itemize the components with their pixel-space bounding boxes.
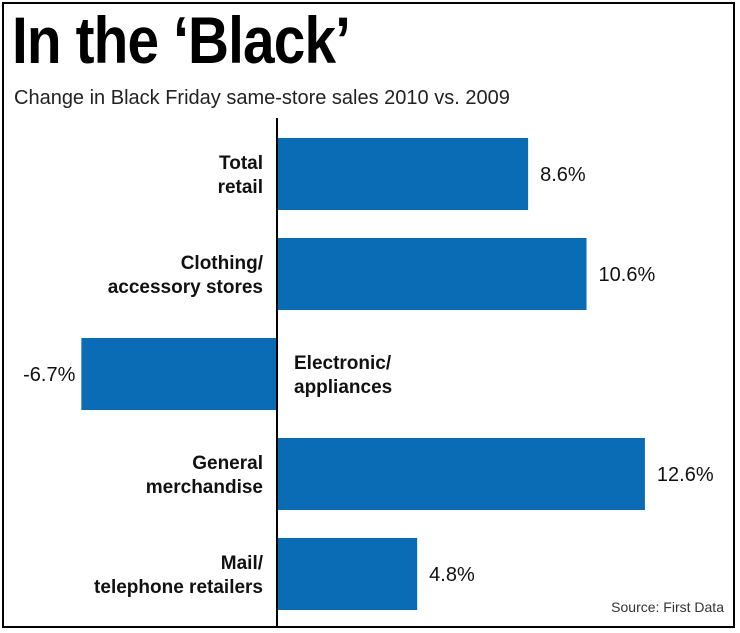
labels-layer: 8.6% Total retail 10.6% Clothing/accessory s… xyxy=(23,153,714,598)
chart-frame xyxy=(2,2,735,628)
bar-2 xyxy=(81,338,277,410)
value-label-1: 10.6% xyxy=(599,264,656,286)
chart-subtitle: Change in Black Friday same-store sales … xyxy=(14,87,510,109)
bars-layer xyxy=(81,138,645,610)
bar-4 xyxy=(277,538,418,610)
category-label-2: Electronic/appliances xyxy=(294,353,392,398)
category-label-4: Mail/telephone retailers xyxy=(94,553,264,598)
source-note: Source: First Data xyxy=(611,599,724,615)
bar-0 xyxy=(277,138,529,210)
value-label-3: 12.6% xyxy=(657,464,714,486)
bar-3 xyxy=(277,438,645,510)
bar-1 xyxy=(277,238,587,310)
chart-title: In the ‘Black’ xyxy=(12,3,351,77)
value-label-2: -6.7% xyxy=(23,364,75,386)
category-label-0: Total retail xyxy=(218,153,263,198)
value-label-0: 8.6% xyxy=(540,164,586,186)
category-label-3: General merchandise xyxy=(146,453,263,498)
value-label-4: 4.8% xyxy=(429,564,475,586)
category-label-1: Clothing/accessory stores xyxy=(108,253,264,298)
